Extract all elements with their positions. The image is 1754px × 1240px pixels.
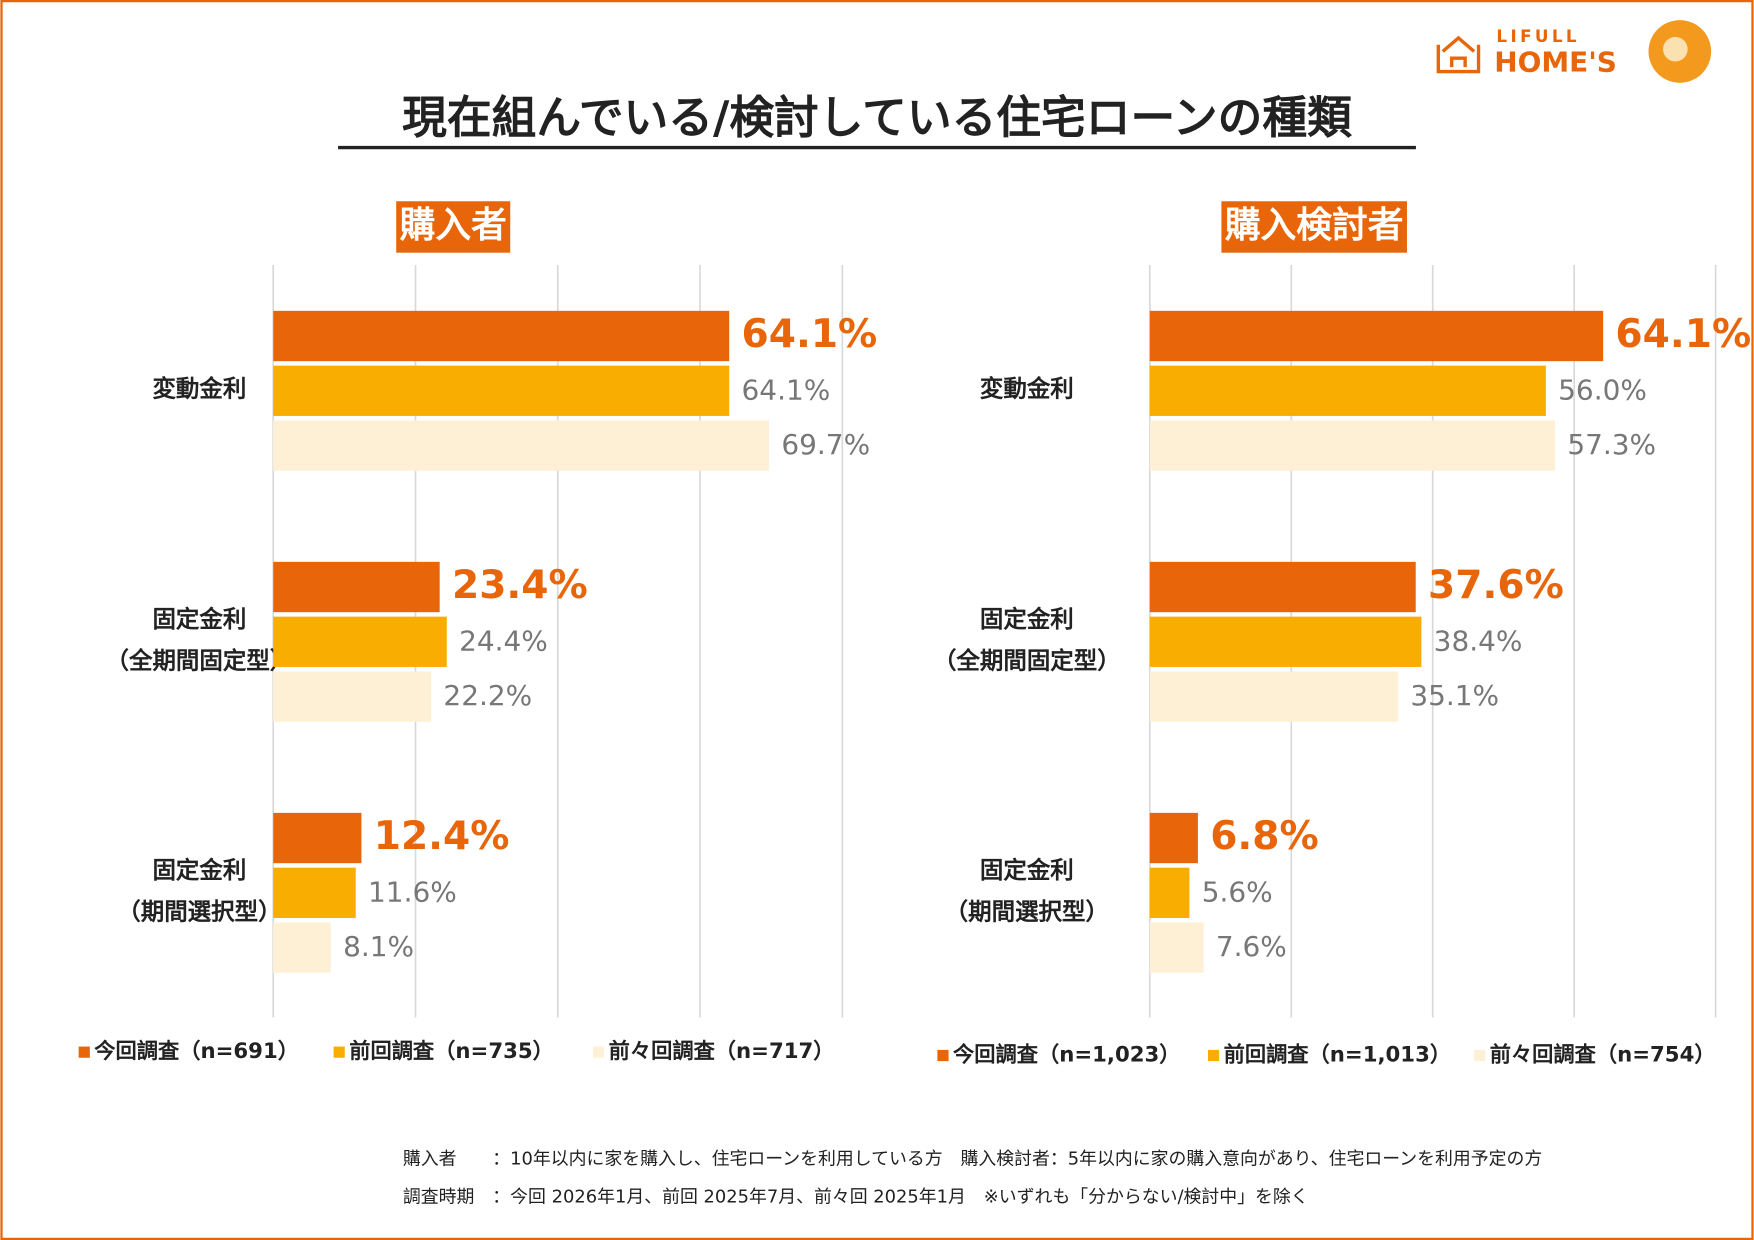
legend-label: 今回調査（n=1,023） bbox=[953, 1042, 1180, 1068]
footnote: 購入者 ：10年以内に家を購入し、住宅ローンを利用している方 購入検討者：5年以… bbox=[403, 1148, 1542, 1169]
legend-label: 前回調査（n=1,013） bbox=[1224, 1042, 1451, 1068]
logo: LIFULL HOME'S bbox=[1436, 20, 1712, 83]
logo-mascot-face bbox=[1663, 36, 1688, 62]
bar bbox=[273, 671, 432, 722]
value-label: 5.6% bbox=[1202, 875, 1273, 908]
bar bbox=[1149, 922, 1204, 973]
bar bbox=[1149, 812, 1198, 864]
y-tick-label: （全期間固定型） bbox=[106, 646, 294, 674]
value-label: 69.7% bbox=[781, 428, 870, 461]
bar bbox=[273, 561, 440, 613]
legend-label: 前々回調査（n=717） bbox=[609, 1038, 835, 1064]
legend-label: 前々回調査（n=754） bbox=[1490, 1042, 1716, 1068]
value-label: 12.4% bbox=[374, 814, 510, 859]
subtitle-bg bbox=[1221, 201, 1407, 253]
bar bbox=[1149, 310, 1604, 362]
value-label: 64.1% bbox=[742, 373, 831, 406]
footnote: 調査時期 ：今回 2026年1月、前回 2025年7月、前々回 2025年1月 … bbox=[403, 1187, 1309, 1208]
bar bbox=[273, 812, 362, 864]
y-tick-label: 固定金利 bbox=[980, 856, 1074, 884]
legend-swatch bbox=[333, 1046, 345, 1058]
value-label: 24.4% bbox=[459, 624, 548, 657]
bar bbox=[273, 420, 770, 471]
value-label: 7.6% bbox=[1216, 930, 1287, 963]
y-tick-label: 固定金利 bbox=[980, 605, 1074, 633]
subtitle: 購入者 bbox=[400, 205, 507, 246]
bar bbox=[1149, 867, 1190, 918]
value-label: 37.6% bbox=[1428, 563, 1564, 608]
bar bbox=[273, 867, 356, 918]
y-tick-label: （期間選択型） bbox=[945, 897, 1109, 925]
y-tick-label: （全期間固定型） bbox=[933, 646, 1121, 674]
value-label: 64.1% bbox=[742, 312, 878, 357]
y-tick-label: 固定金利 bbox=[152, 605, 246, 633]
logo-bottom: HOME'S bbox=[1494, 46, 1617, 79]
y-tick-label: 固定金利 bbox=[152, 856, 246, 884]
legend-label: 今回調査（n=691） bbox=[94, 1038, 299, 1064]
bar bbox=[1149, 561, 1416, 613]
y-tick-label: 変動金利 bbox=[980, 375, 1074, 403]
value-label: 8.1% bbox=[343, 930, 414, 963]
legend-swatch bbox=[1207, 1049, 1220, 1062]
value-label: 56.0% bbox=[1558, 373, 1647, 406]
subtitle-bg bbox=[396, 201, 511, 253]
bar bbox=[273, 616, 447, 667]
legend-swatch bbox=[78, 1046, 90, 1058]
value-label: 23.4% bbox=[452, 563, 588, 608]
value-label: 11.6% bbox=[368, 875, 457, 908]
bar bbox=[273, 310, 730, 362]
value-label: 22.2% bbox=[443, 679, 532, 712]
bar bbox=[273, 365, 730, 416]
subtitle: 購入検討者 bbox=[1225, 205, 1404, 246]
bar bbox=[1149, 365, 1546, 416]
legend-swatch bbox=[592, 1046, 605, 1058]
legend-swatch bbox=[1474, 1049, 1486, 1062]
value-label: 6.8% bbox=[1210, 814, 1319, 859]
bar bbox=[1149, 616, 1422, 667]
value-label: 64.1% bbox=[1615, 312, 1751, 357]
value-label: 57.3% bbox=[1567, 428, 1656, 461]
value-label: 38.4% bbox=[1434, 624, 1523, 657]
value-label: 35.1% bbox=[1410, 679, 1499, 712]
bar bbox=[273, 922, 331, 973]
bar bbox=[1149, 420, 1556, 471]
y-tick-label: 変動金利 bbox=[152, 375, 246, 403]
legend-swatch bbox=[937, 1049, 949, 1062]
chart-title: 現在組んでいる/検討している住宅ローンの種類 bbox=[402, 91, 1352, 144]
bar bbox=[1149, 671, 1399, 722]
logo-top: LIFULL bbox=[1496, 26, 1579, 46]
legend-label: 前回調査（n=735） bbox=[349, 1038, 554, 1064]
y-tick-label: （期間選択型） bbox=[117, 897, 281, 925]
logo-icon bbox=[1436, 35, 1481, 74]
